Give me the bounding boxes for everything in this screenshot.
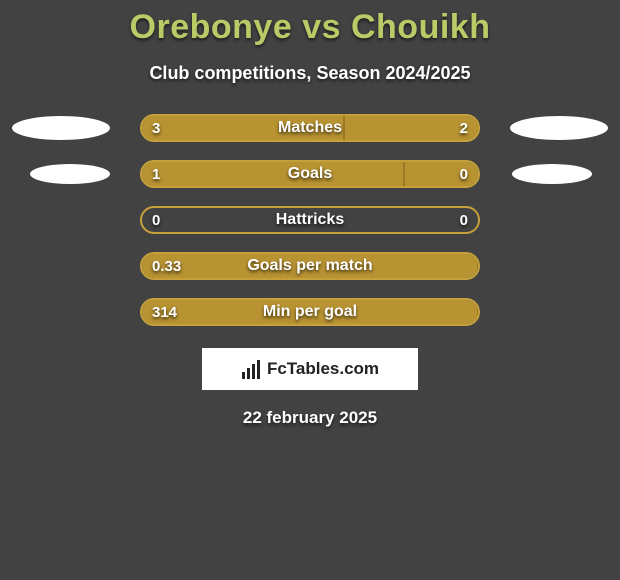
stat-label: Goals bbox=[142, 162, 478, 186]
stat-label: Goals per match bbox=[142, 254, 478, 278]
player1-name: Orebonye bbox=[130, 8, 293, 46]
stat-bar: 0Hattricks0 bbox=[140, 206, 480, 234]
stat-label: Matches bbox=[142, 116, 478, 140]
page-title: Orebonye vs Chouikh bbox=[0, 0, 620, 47]
stat-row: 314Min per goal bbox=[0, 298, 620, 326]
vs-text: vs bbox=[302, 8, 341, 46]
stat-bar: 3Matches2 bbox=[140, 114, 480, 142]
stat-bar: 314Min per goal bbox=[140, 298, 480, 326]
stat-rows: 3Matches21Goals00Hattricks00.33Goals per… bbox=[0, 114, 620, 326]
player1-shape-icon bbox=[12, 116, 110, 140]
player2-shape-icon bbox=[512, 164, 592, 184]
logo-text: FcTables.com bbox=[267, 359, 379, 379]
player1-shape-icon bbox=[30, 164, 110, 184]
stat-label: Hattricks bbox=[142, 208, 478, 232]
stat-row: 0Hattricks0 bbox=[0, 206, 620, 234]
source-logo: FcTables.com bbox=[202, 348, 418, 390]
player2-shape-icon bbox=[510, 116, 608, 140]
stat-bar: 1Goals0 bbox=[140, 160, 480, 188]
stat-right-value: 0 bbox=[460, 208, 468, 232]
stat-label: Min per goal bbox=[142, 300, 478, 324]
subtitle: Club competitions, Season 2024/2025 bbox=[0, 63, 620, 84]
stat-row: 0.33Goals per match bbox=[0, 252, 620, 280]
stat-bar: 0.33Goals per match bbox=[140, 252, 480, 280]
stat-row: 3Matches2 bbox=[0, 114, 620, 142]
logo-bars-icon bbox=[241, 359, 261, 379]
stat-right-value: 2 bbox=[460, 116, 468, 140]
date-text: 22 february 2025 bbox=[0, 408, 620, 428]
comparison-card: Orebonye vs Chouikh Club competitions, S… bbox=[0, 0, 620, 580]
stat-right-value: 0 bbox=[460, 162, 468, 186]
stat-row: 1Goals0 bbox=[0, 160, 620, 188]
player2-name: Chouikh bbox=[351, 8, 490, 46]
